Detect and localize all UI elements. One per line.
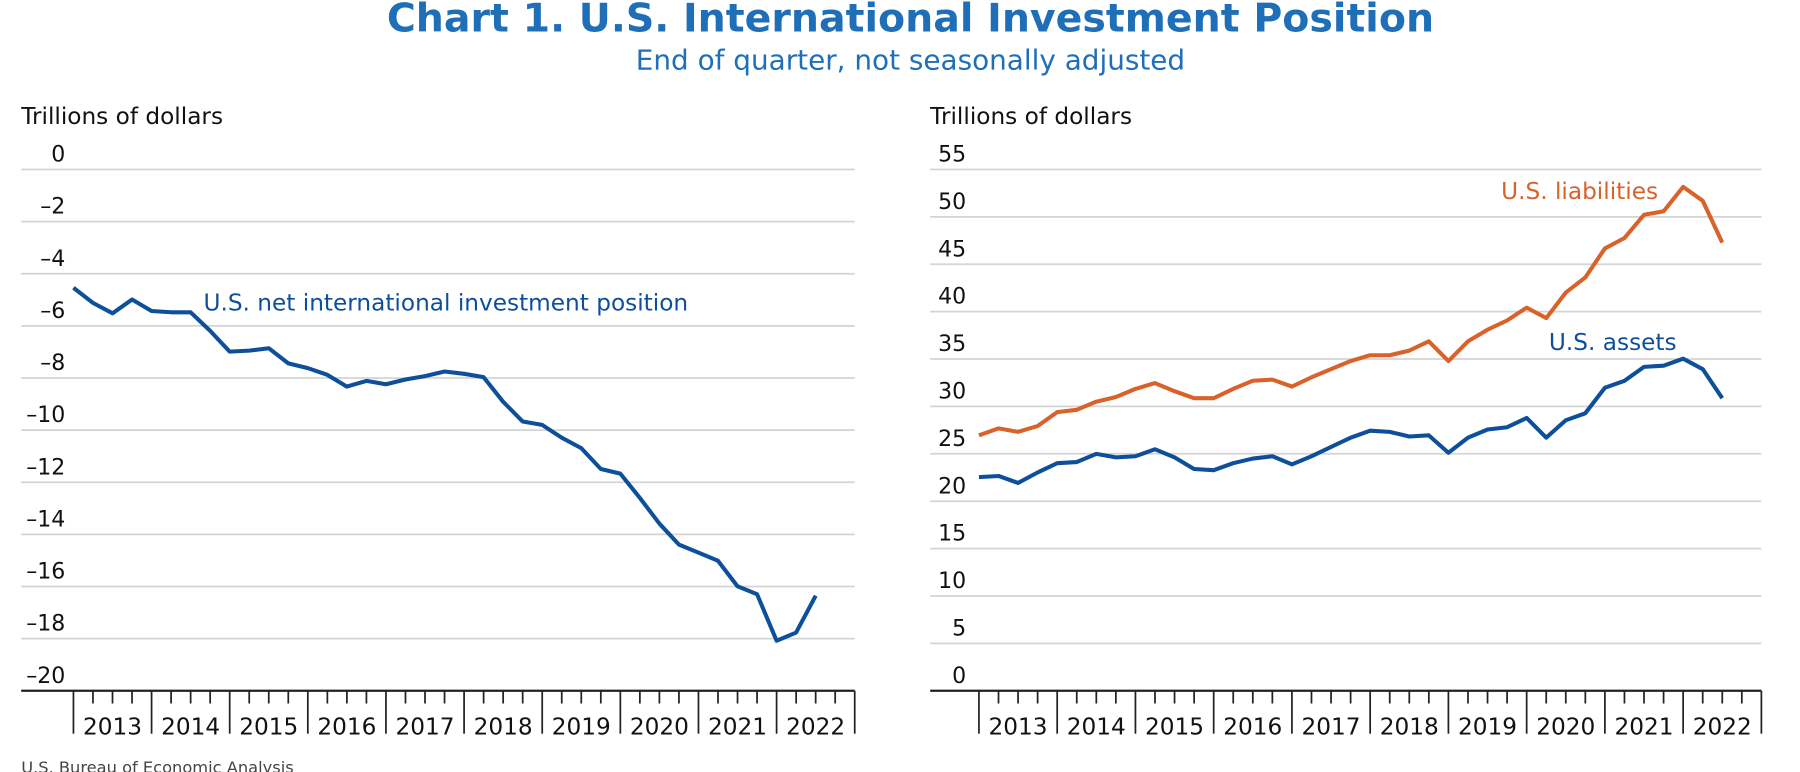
x-tick-label: 2018 — [474, 713, 533, 740]
x-tick-label: 2015 — [1145, 713, 1204, 740]
y-tick-label: 20 — [938, 474, 966, 499]
y-tick-label: –2 — [40, 195, 65, 220]
chart-title: Chart 1. U.S. International Investment P… — [387, 0, 1434, 41]
x-tick-label: 2015 — [239, 713, 298, 740]
y-tick-label: 30 — [938, 379, 966, 404]
x-tick-label: 2013 — [989, 713, 1048, 740]
x-tick-label: 2016 — [317, 713, 376, 740]
y-tick-label: 0 — [952, 664, 966, 689]
x-tick-label: 2017 — [395, 713, 454, 740]
series-label: U.S. net international investment positi… — [203, 290, 688, 317]
series-label: U.S. liabilities — [1501, 178, 1658, 205]
source: U.S. Bureau of Economic Analysis — [21, 758, 294, 772]
y-axis-label: Trillions of dollars — [20, 103, 223, 130]
y-tick-label: 0 — [51, 143, 65, 168]
x-tick-label: 2019 — [1458, 713, 1517, 740]
x-tick-label: 2016 — [1223, 713, 1282, 740]
x-tick-label: 2018 — [1380, 713, 1439, 740]
series-line — [72, 286, 818, 643]
y-tick-label: 40 — [938, 285, 966, 310]
x-tick-label: 2022 — [786, 713, 845, 740]
series-line — [978, 356, 1724, 485]
y-tick-label: –10 — [26, 403, 65, 428]
y-tick-label: 55 — [938, 143, 966, 168]
x-tick-label: 2021 — [708, 713, 767, 740]
x-tick-label: 2019 — [552, 713, 611, 740]
y-tick-label: 5 — [952, 616, 966, 641]
y-tick-label: 15 — [938, 522, 966, 547]
chart-subtitle: End of quarter, not seasonally adjusted — [636, 44, 1185, 77]
y-tick-label: 35 — [938, 332, 966, 357]
y-tick-label: –8 — [40, 351, 65, 376]
x-tick-label: 2017 — [1302, 713, 1361, 740]
y-tick-label: 45 — [938, 237, 966, 262]
x-tick-label: 2020 — [630, 713, 689, 740]
x-tick-label: 2022 — [1693, 713, 1752, 740]
y-tick-label: 25 — [938, 427, 966, 452]
y-tick-label: –4 — [40, 247, 65, 272]
y-tick-label: 50 — [938, 190, 966, 215]
x-tick-label: 2014 — [161, 713, 220, 740]
series-label: U.S. assets — [1549, 329, 1677, 356]
y-tick-label: –6 — [40, 299, 65, 324]
y-tick-label: 10 — [938, 569, 966, 594]
y-axis-label: Trillions of dollars — [929, 103, 1132, 130]
y-tick-label: –14 — [26, 507, 65, 532]
x-tick-label: 2021 — [1614, 713, 1673, 740]
x-tick-label: 2013 — [83, 713, 142, 740]
y-tick-label: –20 — [26, 664, 65, 689]
series-line — [978, 184, 1725, 438]
x-tick-label: 2014 — [1067, 713, 1126, 740]
x-tick-label: 2020 — [1536, 713, 1595, 740]
y-tick-label: –16 — [26, 560, 65, 585]
y-tick-label: –18 — [26, 612, 65, 637]
y-tick-label: –12 — [26, 455, 65, 480]
